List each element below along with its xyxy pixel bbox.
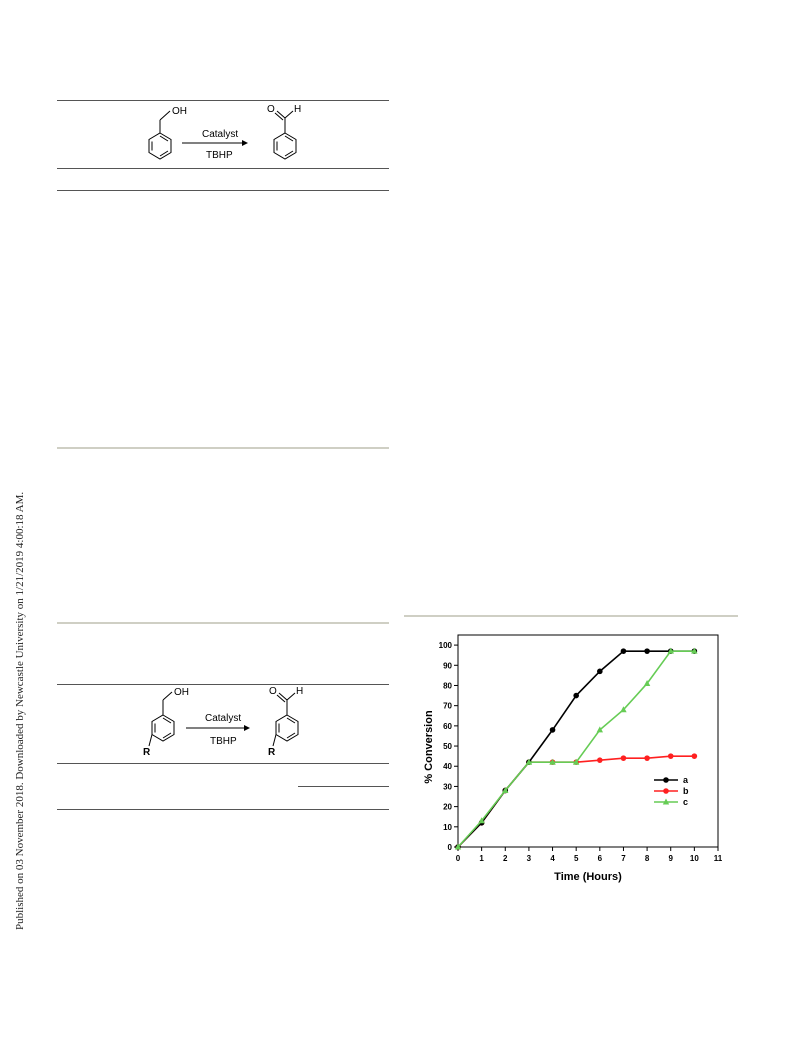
y-tick-label: 70	[443, 702, 452, 711]
x-tick-label: 5	[574, 854, 579, 863]
data-point-b	[667, 753, 674, 759]
y-tick-label: 30	[443, 782, 452, 791]
data-point-a	[597, 668, 603, 675]
reactant-benzene-ring-2	[148, 691, 175, 747]
table2-header-rule	[57, 763, 389, 764]
y-tick-label: 60	[443, 722, 452, 731]
y-axis-label: % Conversion	[423, 710, 435, 784]
table1-header-rule	[57, 168, 389, 169]
data-point-c	[667, 647, 674, 654]
publication-side-note: Published on 03 November 2018. Downloade…	[14, 491, 26, 930]
x-tick-label: 7	[621, 854, 626, 863]
x-tick-label: 10	[690, 854, 699, 863]
y-tick-label: 0	[448, 843, 453, 852]
data-point-b	[597, 757, 603, 763]
y-tick-label: 100	[439, 641, 453, 650]
legend-label-c: c	[683, 797, 688, 807]
data-point-b	[644, 755, 650, 761]
catalyst-label-2: Catalyst	[205, 713, 241, 724]
data-point-a	[644, 648, 650, 654]
x-tick-label: 2	[503, 854, 508, 863]
data-point-a	[573, 692, 579, 699]
data-point-c	[502, 786, 509, 793]
product-h-label: H	[294, 104, 301, 115]
product-benzene-ring-1	[273, 110, 297, 160]
table1-top-rule	[57, 100, 389, 101]
legend-label-b: b	[683, 786, 689, 796]
reactant-r-label: R	[143, 747, 151, 758]
data-point-c	[454, 843, 462, 850]
table2-top-rule	[57, 684, 389, 685]
legend-marker-a	[663, 777, 669, 783]
oxidant-label-2: TBHP	[210, 736, 237, 747]
y-tick-label: 40	[443, 762, 452, 771]
series-line-c	[457, 650, 695, 848]
x-tick-label: 9	[669, 854, 674, 863]
data-point-a	[549, 727, 556, 733]
table2-top-faint-rule	[57, 622, 389, 624]
product-h-label-2: H	[296, 686, 303, 697]
y-tick-label: 10	[443, 823, 452, 832]
reaction-scheme-2: OH R Catalyst TBHP O H R	[130, 682, 340, 762]
table2-sub-rule	[298, 786, 389, 787]
data-point-c	[549, 758, 556, 765]
table1-bottom-rule	[57, 447, 389, 449]
product-r-label: R	[268, 747, 276, 758]
reactant-oh-label-2: OH	[174, 687, 189, 698]
data-point-b	[691, 753, 698, 759]
y-tick-label: 20	[443, 803, 452, 812]
x-tick-label: 4	[550, 854, 555, 863]
reaction-scheme-1: OH Catalyst TBHP O H	[130, 100, 340, 166]
x-tick-label: 11	[714, 854, 723, 863]
table2-body-rule	[57, 809, 389, 810]
data-point-c	[478, 817, 485, 824]
y-tick-label: 50	[443, 742, 452, 751]
legend-marker-b	[663, 788, 669, 794]
figure-top-rule	[404, 615, 738, 617]
data-point-c	[572, 758, 580, 765]
oxidant-label: TBHP	[206, 150, 233, 161]
x-axis-label: Time (Hours)	[554, 871, 622, 883]
y-tick-label: 80	[443, 681, 452, 690]
x-tick-label: 6	[598, 854, 603, 863]
series-line-a	[457, 650, 695, 848]
chart-axes: 0 1 2 3 4 5 6 7 8 9 10 11 0 10 20 30 40 50 60 70 80 90 100	[439, 634, 723, 863]
x-tick-label: 8	[645, 854, 650, 863]
data-point-c	[643, 679, 651, 686]
reactant-benzene-ring-1	[148, 110, 172, 160]
data-point-c	[525, 758, 533, 765]
data-point-c	[620, 706, 627, 713]
product-o-label-2: O	[269, 686, 277, 697]
product-benzene-ring-2	[272, 692, 299, 747]
conversion-time-chart: 0 1 2 3 4 5 6 7 8 9 10 11 0 10 20 30 40 50 60 70 80 90 100 abc…	[423, 634, 723, 883]
x-tick-label: 3	[527, 854, 532, 863]
legend-label-a: a	[683, 775, 689, 785]
catalyst-label: Catalyst	[202, 129, 238, 140]
y-tick-label: 90	[443, 661, 452, 670]
table1-body-rule	[57, 190, 389, 191]
data-point-c	[596, 726, 604, 733]
chart-series	[454, 647, 698, 850]
plot-frame	[457, 634, 719, 848]
x-tick-label: 0	[456, 854, 461, 863]
data-point-a	[620, 648, 627, 654]
x-tick-label: 1	[479, 854, 484, 863]
chart-legend: abc	[654, 775, 689, 807]
legend-marker-c	[662, 798, 670, 805]
product-o-label: O	[267, 104, 275, 115]
data-point-b	[620, 755, 627, 761]
data-point-c	[691, 647, 698, 654]
reactant-oh-label: OH	[172, 106, 187, 117]
